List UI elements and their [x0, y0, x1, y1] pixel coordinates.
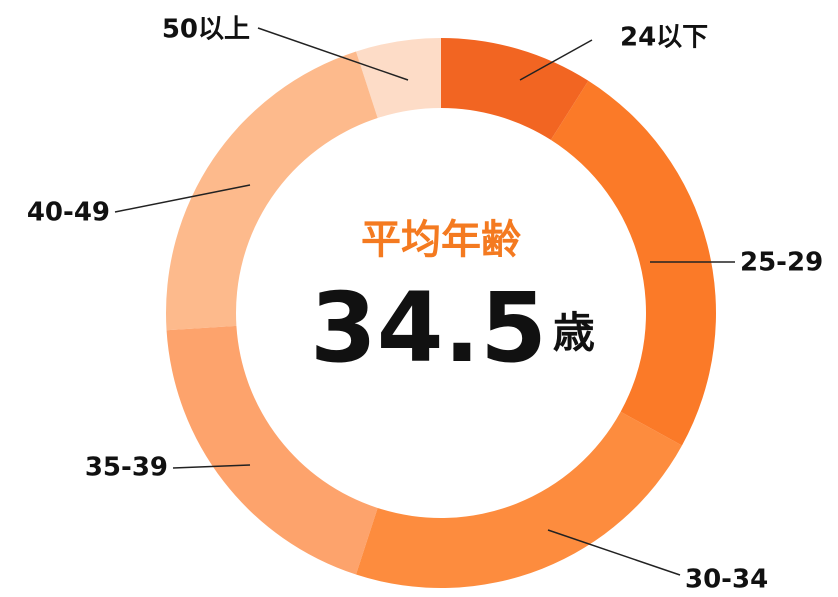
donut-segment: [166, 325, 378, 575]
segment-label: 35-39: [85, 453, 168, 483]
segment-label: 25-29: [740, 248, 823, 278]
donut-segment: [356, 411, 682, 588]
segment-label: 24以下: [620, 23, 708, 53]
segment-label: 40-49: [27, 198, 110, 228]
center-value: 34.5 歳: [310, 272, 595, 384]
center-unit: 歳: [553, 308, 595, 357]
donut-segment: [550, 80, 716, 446]
donut-segment: [166, 51, 378, 331]
center-number: 34.5: [310, 272, 547, 384]
donut-segment: [441, 38, 589, 140]
center-title: 平均年齢: [361, 217, 521, 263]
segment-label: 30-34: [685, 565, 768, 595]
leader-line: [114, 184, 251, 213]
leader-line: [257, 27, 409, 81]
segment-label: 50以上: [162, 15, 250, 45]
leader-line: [172, 464, 251, 469]
leader-line: [547, 529, 681, 576]
leader-line: [519, 39, 593, 81]
donut-segment: [356, 38, 441, 119]
